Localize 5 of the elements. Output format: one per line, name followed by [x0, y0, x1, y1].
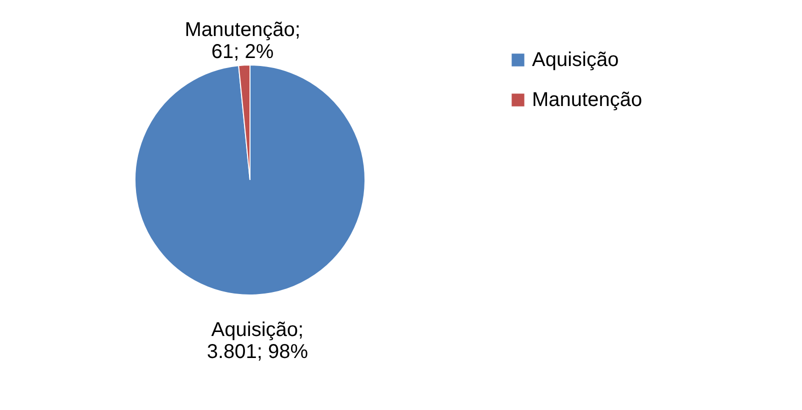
- data-label: Aquisição; 3.801; 98%: [206, 318, 308, 363]
- data-label: Manutenção; 61; 2%: [184, 19, 300, 64]
- legend-label: Manutenção: [532, 89, 642, 111]
- pie-slice: [134, 64, 366, 296]
- legend-label: Aquisição: [532, 49, 619, 71]
